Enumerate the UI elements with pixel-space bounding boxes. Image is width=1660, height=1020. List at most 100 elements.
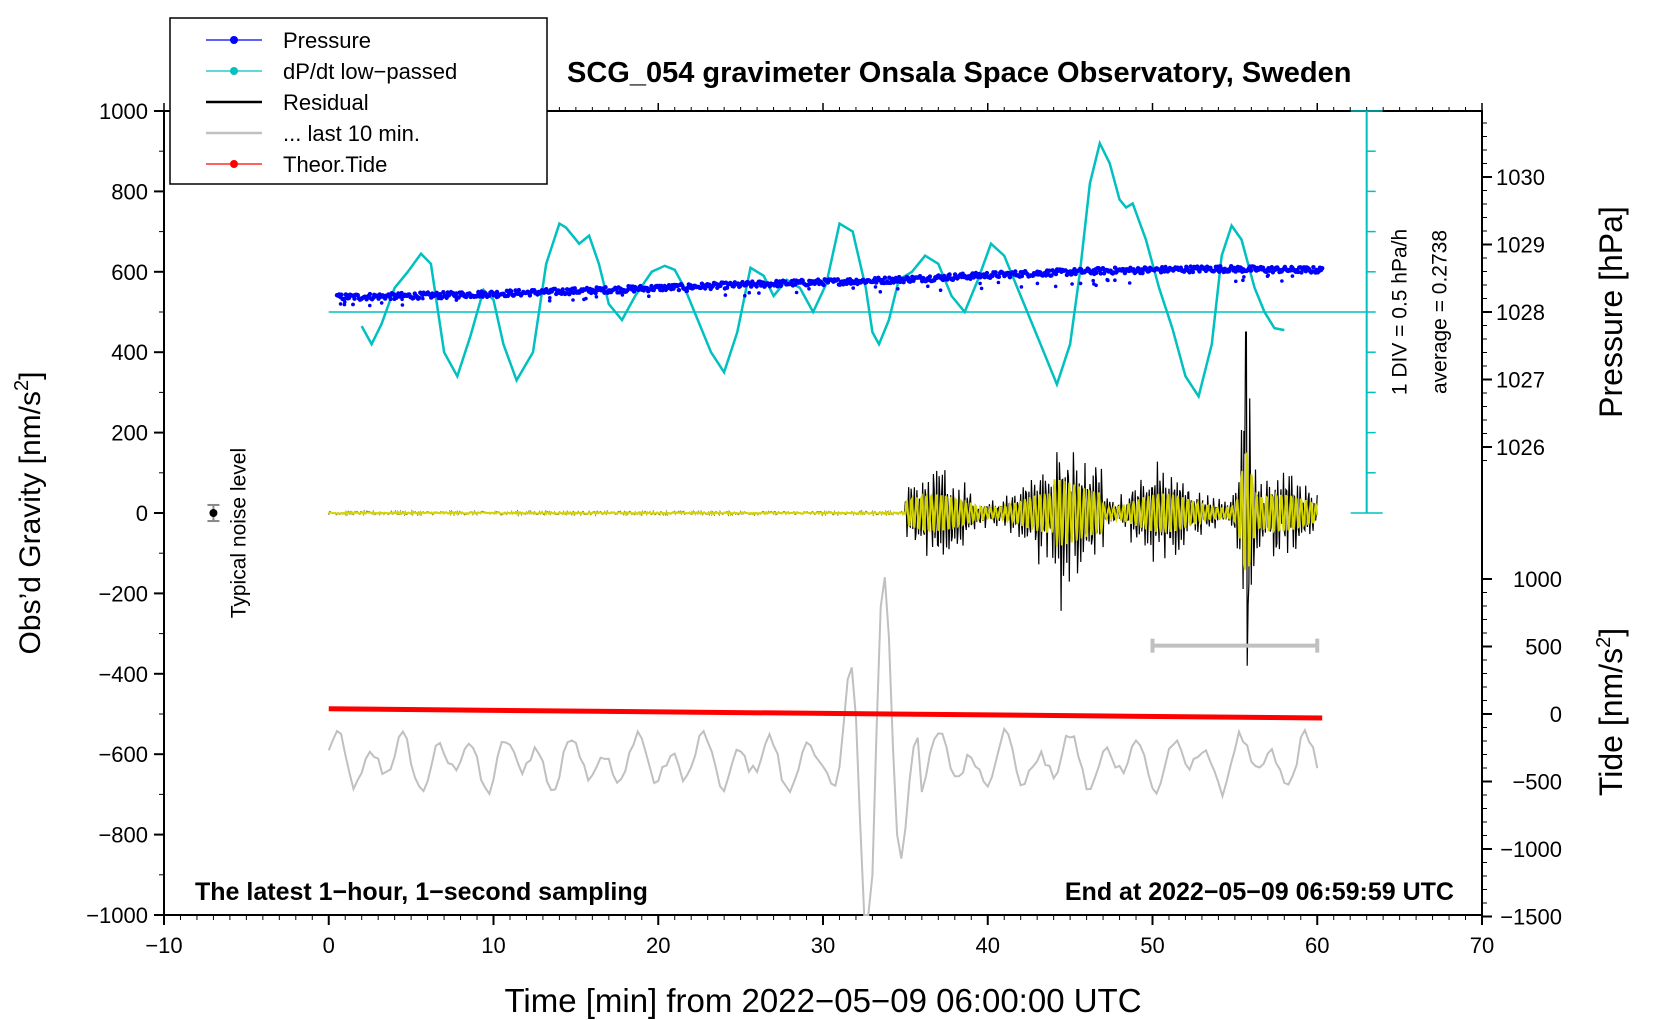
pressure-point	[821, 282, 826, 288]
pressure-point	[1007, 275, 1013, 280]
y-left-tick-label: −800	[98, 823, 148, 848]
pressure-outlier-point	[938, 288, 943, 293]
pressure-point	[1303, 269, 1309, 274]
noise-point	[209, 509, 218, 517]
pressure-tick-label: 1030	[1496, 165, 1545, 190]
pressure-tick-label: 1029	[1496, 233, 1545, 258]
y-left-tick-label: −1000	[86, 903, 148, 928]
pressure-outlier-point	[1091, 278, 1095, 283]
y-left-tick-label: −200	[98, 581, 148, 606]
pressure-outlier-point	[548, 296, 552, 300]
series-dpdt-line	[360, 139, 1285, 400]
pressure-outlier-point	[1280, 279, 1284, 283]
pressure-outlier-point	[494, 295, 499, 300]
y-left-axis-title-sup: 2	[11, 380, 33, 391]
tide-axis-title-text: Tide [nm/s	[1593, 648, 1629, 796]
pressure-outlier-point	[978, 281, 982, 286]
pressure-outlier-point	[368, 303, 372, 308]
average-label: average = 0.2738	[1429, 230, 1452, 394]
pressure-point	[905, 275, 911, 280]
pressure-point	[1053, 271, 1059, 277]
x-tick-label: −10	[145, 933, 182, 958]
x-tick-label: 30	[811, 933, 835, 958]
pressure-outlier-point	[1266, 273, 1270, 278]
pressure-scale-bar	[1350, 110, 1383, 514]
pressure-outlier-point	[342, 302, 347, 307]
pressure-outlier-point	[358, 298, 362, 302]
pressure-outlier-point	[979, 286, 984, 291]
pressure-point	[1049, 273, 1054, 278]
pressure-outlier-point	[594, 295, 599, 299]
series-theor-tide-line	[328, 706, 1323, 721]
typical-noise-marker	[207, 503, 220, 523]
pressure-tick-label: 1028	[1496, 300, 1545, 325]
scale-bar-label: 1 DIV = 0.5 hPa/h	[1389, 229, 1412, 395]
tide-tick-label: −500	[1512, 770, 1562, 795]
pressure-outlier-point	[1070, 282, 1074, 286]
pressure-outlier-point	[1290, 274, 1295, 278]
pressure-outlier-point	[620, 293, 625, 297]
legend-marker	[230, 67, 238, 75]
pressure-point	[1140, 270, 1145, 276]
pressure-outlier-point	[421, 296, 425, 301]
pressure-point	[391, 292, 397, 297]
pressure-outlier-point	[1242, 275, 1246, 279]
pressure-outlier-point	[439, 296, 444, 301]
tide-axis-title-sup: 2	[1593, 637, 1615, 648]
legend-marker	[230, 36, 238, 44]
pressure-outlier-point	[519, 294, 523, 298]
pressure-outlier-point	[1127, 281, 1132, 285]
pressure-point	[984, 270, 990, 276]
pressure-point	[1320, 266, 1325, 271]
legend-label: ... last 10 min.	[283, 121, 420, 146]
pressure-outlier-point	[351, 302, 355, 307]
ten-minute-bar	[1150, 638, 1320, 653]
tide-axis-ticks	[1482, 578, 1492, 918]
pressure-point	[1013, 269, 1018, 274]
pressure-outlier-point	[747, 290, 751, 295]
pressure-outlier-point	[400, 303, 405, 307]
tide-tick-label: −1000	[1500, 837, 1562, 862]
pressure-point	[1295, 269, 1301, 275]
tide-tick-label: 500	[1525, 635, 1562, 660]
pressure-point	[996, 274, 1002, 279]
pressure-outlier-point	[743, 293, 747, 298]
pressure-point	[342, 296, 347, 301]
pressure-tick-label: 1027	[1496, 368, 1545, 393]
pressure-outlier-point	[1105, 277, 1109, 282]
pressure-point	[1248, 268, 1254, 273]
pressure-point	[968, 276, 973, 281]
pressure-outlier-point	[1053, 284, 1058, 289]
pressure-outlier-point	[1234, 279, 1238, 284]
tide-tick-label: −1500	[1500, 905, 1562, 930]
pressure-outlier-point	[1019, 285, 1024, 289]
pressure-outlier-point	[338, 302, 343, 306]
pressure-outlier-point	[1113, 278, 1117, 283]
pressure-point	[564, 287, 570, 292]
pressure-outlier-point	[896, 287, 900, 291]
pressure-outlier-point	[794, 290, 799, 295]
pressure-outlier-point	[1078, 281, 1083, 286]
pressure-point	[927, 274, 933, 279]
pressure-outlier-point	[379, 301, 384, 305]
x-axis-title: Time [min] from 2022−05−09 06:00:00 UTC	[504, 982, 1141, 1019]
pressure-outlier-point	[647, 294, 651, 299]
pressure-point	[1188, 264, 1193, 269]
x-tick-label: 10	[481, 933, 505, 958]
pressure-axis-tick-labels: 1030 1029 1028 1027 1026	[1496, 165, 1545, 460]
pressure-point	[676, 287, 682, 293]
pressure-point	[1019, 273, 1025, 279]
pressure-point	[367, 291, 373, 297]
pressure-point	[703, 286, 708, 291]
y-left-axis-ticks	[154, 110, 164, 916]
y-left-tick-label: 0	[136, 501, 148, 526]
pressure-point	[1160, 265, 1165, 270]
pressure-outlier-point	[807, 287, 811, 291]
tide-axis-tick-labels: 1000 500 0 −500 −1000 −1500	[1500, 567, 1562, 930]
pressure-point	[560, 287, 565, 292]
pressure-point	[509, 289, 514, 294]
pressure-outlier-point	[454, 298, 459, 302]
pressure-outlier-point	[996, 280, 1001, 285]
pressure-point	[417, 295, 422, 301]
